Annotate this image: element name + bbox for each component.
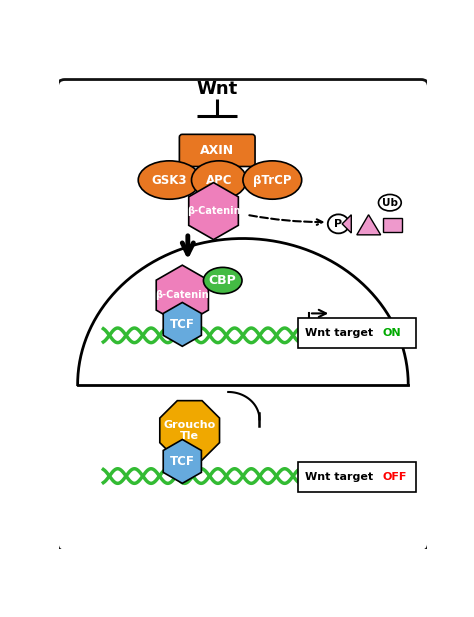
Polygon shape (342, 215, 351, 233)
FancyBboxPatch shape (298, 462, 416, 492)
Text: ON: ON (383, 328, 401, 338)
Ellipse shape (328, 214, 349, 233)
Text: P: P (334, 219, 343, 229)
Text: βTrCP: βTrCP (253, 173, 292, 186)
FancyBboxPatch shape (298, 318, 416, 348)
Text: β-Catenin: β-Catenin (155, 290, 209, 300)
Text: OFF: OFF (383, 472, 407, 482)
Polygon shape (160, 400, 219, 460)
Polygon shape (189, 183, 238, 239)
FancyBboxPatch shape (57, 80, 428, 551)
Polygon shape (357, 215, 381, 235)
FancyBboxPatch shape (179, 135, 255, 167)
Text: AXIN: AXIN (200, 144, 234, 157)
Text: Wnt target: Wnt target (305, 328, 377, 338)
Text: β-Catenin: β-Catenin (187, 206, 240, 216)
Text: Wnt: Wnt (197, 80, 238, 97)
Text: Ub: Ub (382, 197, 398, 208)
Ellipse shape (243, 161, 301, 199)
Text: TCF: TCF (170, 455, 195, 468)
Text: Groucho
Tle: Groucho Tle (164, 420, 216, 441)
Ellipse shape (378, 194, 401, 211)
Text: Wnt target: Wnt target (305, 472, 377, 482)
Ellipse shape (203, 267, 242, 294)
Ellipse shape (138, 161, 201, 199)
Text: TCF: TCF (170, 318, 195, 331)
Polygon shape (163, 439, 201, 483)
Polygon shape (156, 265, 209, 325)
FancyBboxPatch shape (383, 218, 401, 232)
Text: APC: APC (206, 173, 232, 186)
Ellipse shape (191, 161, 246, 199)
Polygon shape (163, 302, 201, 346)
Text: GSK3: GSK3 (152, 173, 187, 186)
Text: CBP: CBP (209, 274, 237, 287)
